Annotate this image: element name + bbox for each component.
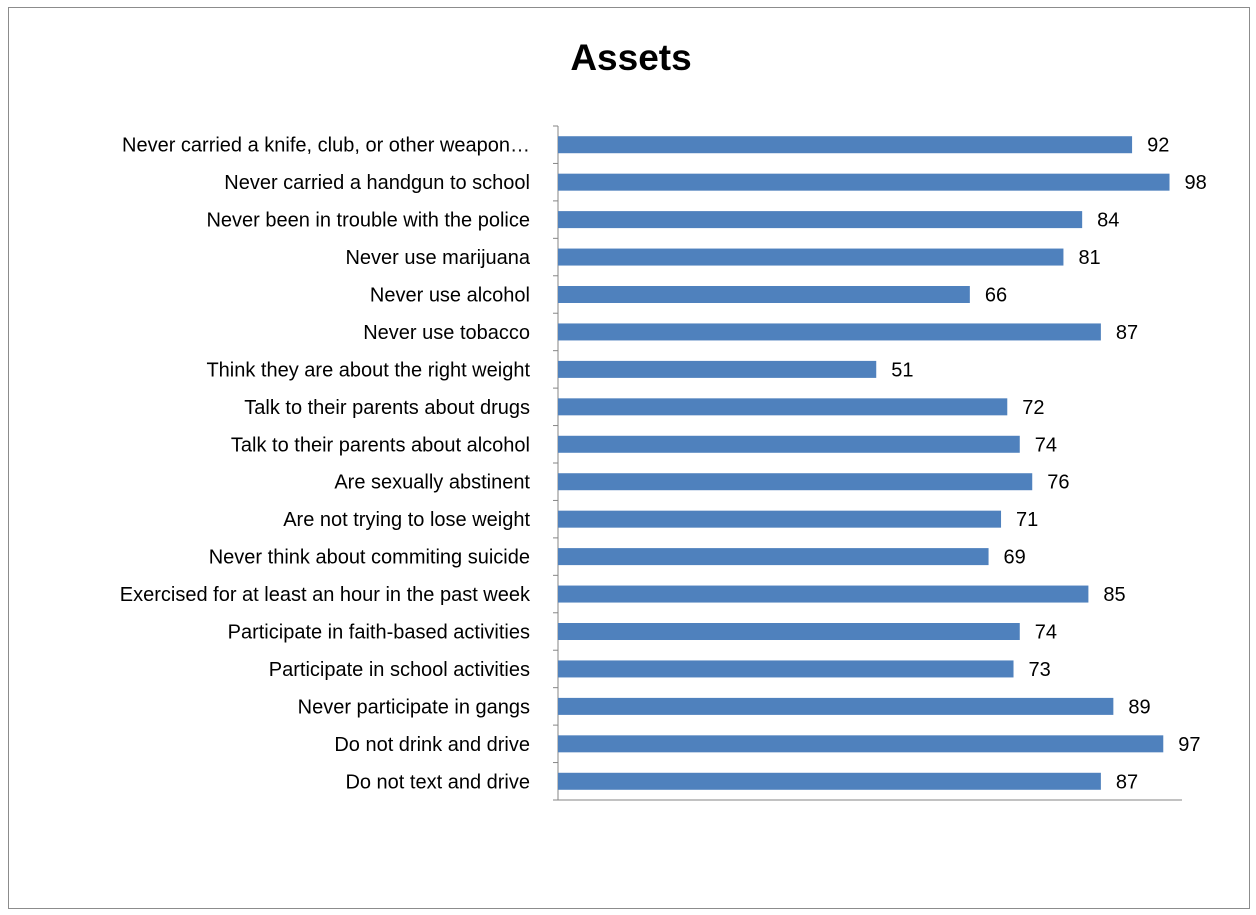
- category-label: Think they are about the right weight: [206, 359, 530, 381]
- data-label: 97: [1178, 734, 1200, 756]
- bar-layer: [558, 136, 1170, 790]
- data-label: 72: [1022, 397, 1044, 419]
- data-label: 71: [1016, 509, 1038, 531]
- category-label: Never use tobacco: [363, 322, 530, 344]
- category-label: Never been in trouble with the police: [206, 210, 530, 232]
- bar: [558, 772, 1101, 790]
- data-label: 87: [1116, 322, 1138, 344]
- bar: [558, 360, 877, 378]
- data-label: 98: [1185, 172, 1207, 194]
- chart-frame: [8, 7, 1250, 909]
- category-label-layer: Never carried a knife, club, or other we…: [120, 135, 531, 794]
- category-label: Exercised for at least an hour in the pa…: [120, 584, 531, 606]
- chart-title: Assets: [570, 37, 691, 78]
- bar: [558, 323, 1101, 341]
- data-label: 92: [1147, 135, 1169, 157]
- data-label: 73: [1029, 659, 1051, 681]
- data-label: 87: [1116, 771, 1138, 793]
- category-label: Are not trying to lose weight: [283, 509, 530, 531]
- category-label: Never carried a knife, club, or other we…: [122, 135, 530, 157]
- bar: [558, 735, 1164, 753]
- bar: [558, 660, 1014, 678]
- category-label: Never carried a handgun to school: [224, 172, 530, 194]
- data-label: 74: [1035, 434, 1057, 456]
- data-label: 85: [1103, 584, 1125, 606]
- category-label: Never think about commiting suicide: [209, 547, 530, 569]
- data-label: 76: [1047, 472, 1069, 494]
- category-label: Never use marijuana: [345, 247, 530, 269]
- bar: [558, 248, 1064, 266]
- bar: [558, 510, 1002, 528]
- bar: [558, 623, 1020, 640]
- category-label: Do not text and drive: [345, 771, 530, 793]
- category-label: Talk to their parents about alcohol: [231, 434, 530, 456]
- data-label: 81: [1078, 247, 1100, 269]
- category-label: Do not drink and drive: [334, 734, 530, 756]
- bar: [558, 398, 1008, 416]
- bar: [558, 548, 989, 566]
- data-label: 66: [985, 285, 1007, 307]
- bar: [558, 211, 1083, 229]
- data-label: 51: [891, 359, 913, 381]
- data-label: 74: [1035, 622, 1057, 644]
- bar: [558, 286, 970, 303]
- data-label: 89: [1128, 696, 1150, 718]
- category-label: Are sexually abstinent: [334, 472, 530, 494]
- category-label: Participate in school activities: [269, 659, 530, 681]
- bar: [558, 473, 1033, 491]
- bar: [558, 697, 1114, 715]
- bar: [558, 173, 1170, 191]
- axis-layer: [553, 125, 1182, 801]
- data-label: 84: [1097, 210, 1119, 232]
- bar: [558, 435, 1020, 453]
- bar: [558, 585, 1089, 603]
- data-label: 69: [1004, 547, 1026, 569]
- category-label: Never use alcohol: [370, 285, 530, 307]
- category-label: Never participate in gangs: [298, 696, 530, 718]
- value-label-layer: 92 98 84 81 66 87 51 72 74 76 71 69 85 74 73 89 97 87: [891, 135, 1207, 794]
- bar: [558, 136, 1133, 154]
- category-label: Talk to their parents about drugs: [244, 397, 530, 419]
- category-label: Participate in faith-based activities: [228, 622, 530, 644]
